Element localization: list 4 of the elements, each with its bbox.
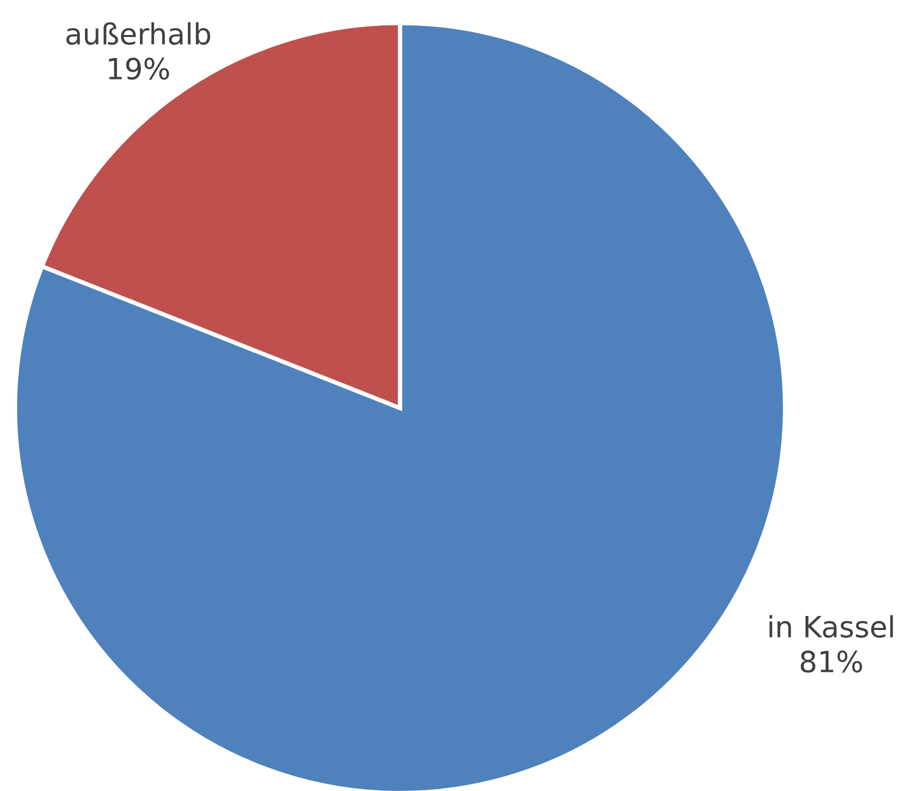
data-label: 81%	[800, 650, 862, 673]
data-label: 19%	[108, 58, 170, 80]
slice-label: außerhalb	[66, 22, 210, 45]
slice-label: in Kassel	[770, 615, 893, 638]
